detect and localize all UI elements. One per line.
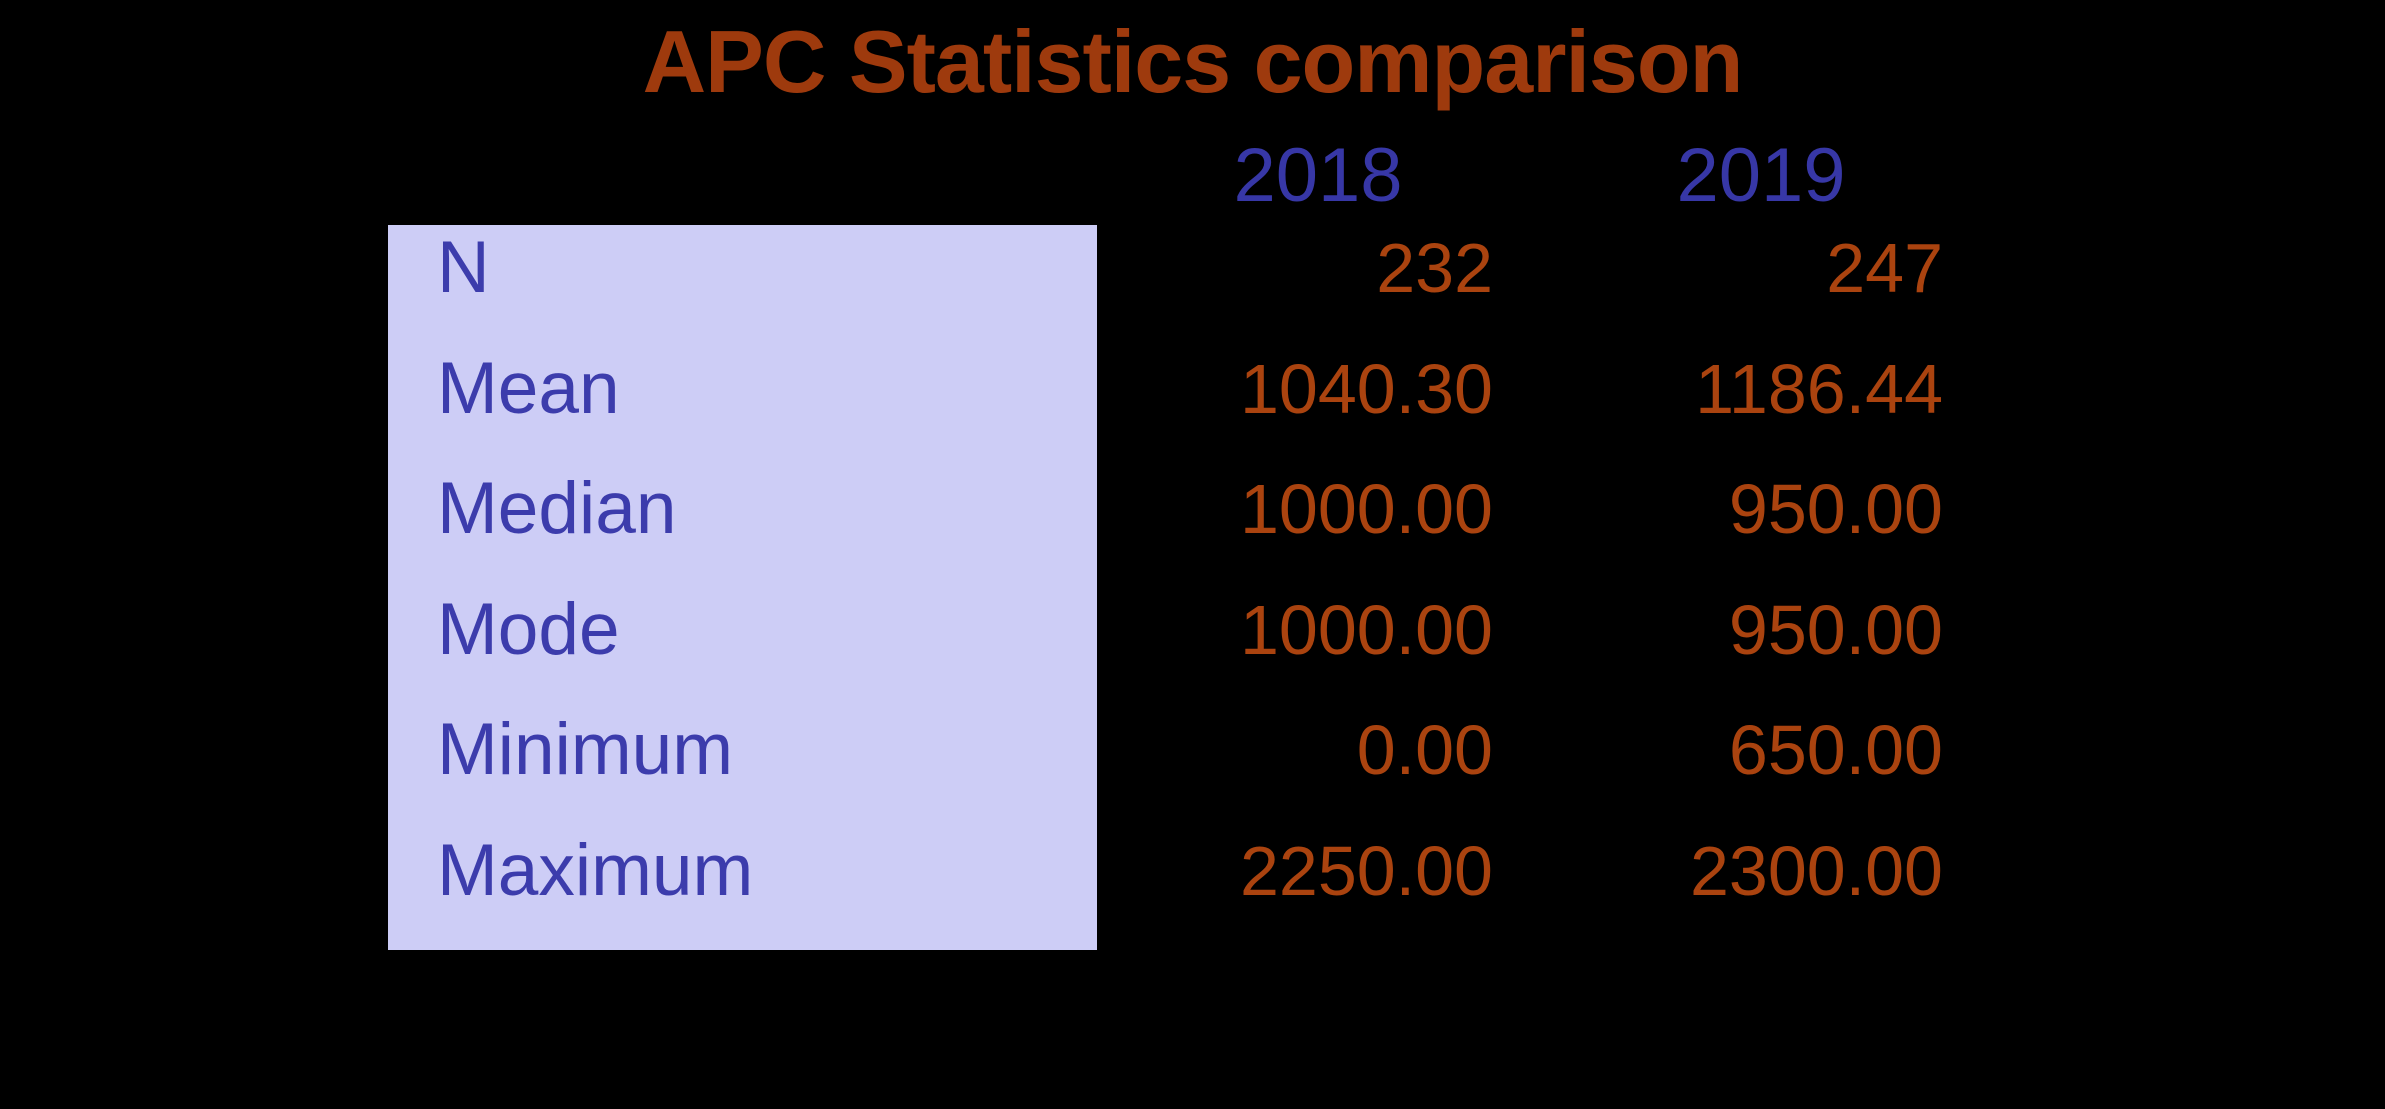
table-row-n: N 232 247	[0, 208, 2385, 328]
value-2019-minimum: 650.00	[1728, 711, 1943, 789]
row-label-mean: Mean	[437, 348, 620, 429]
value-2018-n: 232	[1376, 229, 1493, 307]
table-row-maximum: Maximum 2250.00 2300.00	[0, 811, 2385, 931]
row-label-mode: Mode	[437, 589, 620, 670]
row-label-minimum: Minimum	[437, 709, 734, 790]
value-2018-maximum: 2250.00	[1239, 832, 1493, 910]
value-2018-mode: 1000.00	[1239, 591, 1493, 669]
value-2019-n: 247	[1826, 229, 1943, 307]
value-2019-mode: 950.00	[1728, 591, 1943, 669]
table-row-mode: Mode 1000.00 950.00	[0, 570, 2385, 690]
value-2019-median: 950.00	[1728, 470, 1943, 548]
column-header-2019: 2019	[1676, 133, 1846, 218]
page-title: APC Statistics comparison	[642, 12, 1744, 111]
table-row-mean: Mean 1040.30 1186.44	[0, 329, 2385, 449]
table-row-minimum: Minimum 0.00 650.00	[0, 690, 2385, 810]
column-header-2018: 2018	[1233, 133, 1403, 218]
value-2018-minimum: 0.00	[1356, 711, 1493, 789]
table-row-median: Median 1000.00 950.00	[0, 449, 2385, 569]
row-label-median: Median	[437, 468, 677, 549]
value-2018-mean: 1040.30	[1239, 350, 1493, 428]
row-label-panel	[388, 225, 1097, 950]
value-2019-maximum: 2300.00	[1689, 832, 1943, 910]
row-label-n: N	[437, 227, 490, 308]
row-label-maximum: Maximum	[437, 830, 754, 911]
value-2018-median: 1000.00	[1239, 470, 1493, 548]
value-2019-mean: 1186.44	[1695, 350, 1943, 428]
